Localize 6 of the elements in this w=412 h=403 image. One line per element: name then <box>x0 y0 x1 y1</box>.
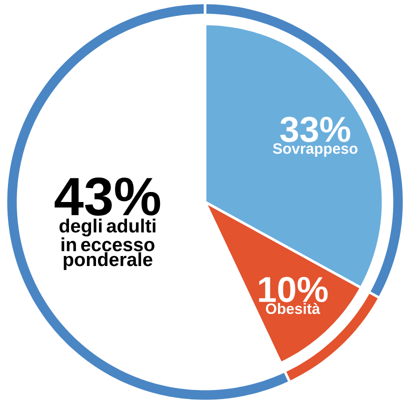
text: 43% <box>54 178 160 216</box>
data-label: 10% <box>259 276 328 302</box>
slice-label: Obesità <box>266 302 320 314</box>
data-label: 33% <box>280 116 350 142</box>
slice-label: Sovrappeso <box>272 143 358 157</box>
text: degli adulti in eccesso ponderale <box>60 218 156 270</box>
